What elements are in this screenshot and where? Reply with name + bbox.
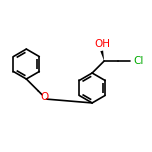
Text: O: O [40, 92, 48, 102]
Text: Cl: Cl [133, 56, 144, 66]
Polygon shape [100, 50, 104, 61]
Text: OH: OH [94, 39, 110, 49]
